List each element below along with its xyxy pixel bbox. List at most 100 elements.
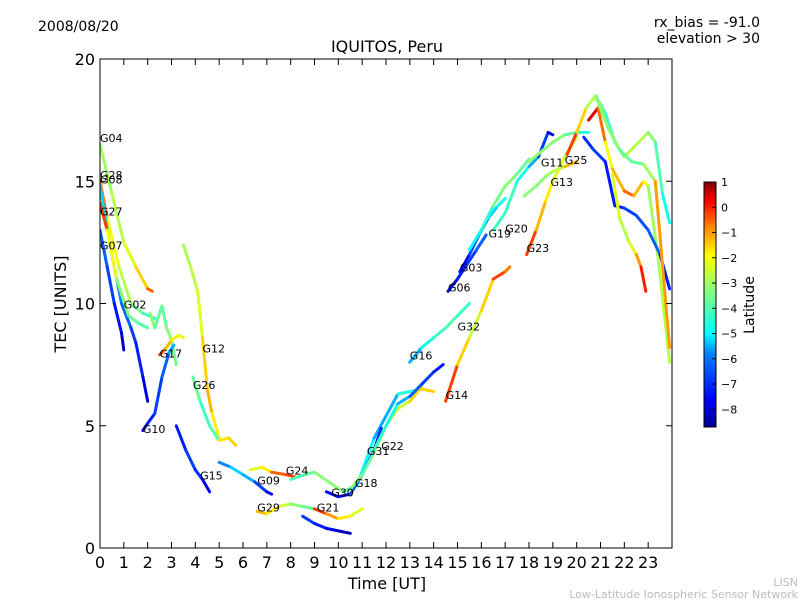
series-segment <box>105 228 119 281</box>
series-segment <box>587 106 600 122</box>
series-segment <box>456 336 471 367</box>
series-segment <box>208 424 221 442</box>
series-segment <box>534 199 548 232</box>
series-g27 <box>100 201 150 330</box>
series-segment <box>336 492 352 499</box>
series-segment <box>396 394 412 406</box>
series-segment <box>491 211 507 232</box>
series-g06 <box>446 233 488 293</box>
y-axis-ticks: 0 5 10 15 20 <box>75 50 672 558</box>
series-segment <box>146 287 154 293</box>
series-segment <box>584 94 598 110</box>
satellite-label-g20: G20 <box>505 223 528 236</box>
satellite-label-g16: G16 <box>410 350 433 363</box>
series-segment <box>100 143 114 195</box>
date-label: 2008/08/20 <box>38 19 119 35</box>
series-segment <box>396 399 412 411</box>
series-segment <box>260 465 274 474</box>
series-segment <box>153 375 164 415</box>
series-segment <box>384 402 400 428</box>
rx-bias-label: rx_bias = -91.0 <box>654 15 760 31</box>
series-segment <box>100 228 109 269</box>
series-g10 <box>141 343 176 433</box>
series-segment <box>255 509 269 516</box>
series-segment <box>618 216 631 244</box>
series-g14 <box>444 265 512 403</box>
series-segment <box>336 514 352 521</box>
series-segment <box>491 270 507 281</box>
series-segment <box>348 507 364 518</box>
series-g04 <box>100 143 154 293</box>
colorbar-ticks: 1 0 −1 −2 −3 −4 −5 −6 −7 −8 <box>712 176 737 416</box>
series-segment <box>661 192 672 225</box>
series-segment <box>534 174 548 188</box>
series-segment <box>479 277 495 313</box>
series-g12 <box>181 243 221 440</box>
series-segment <box>372 424 388 452</box>
series-g30 <box>301 514 352 535</box>
satellite-label-g22: G22 <box>381 440 404 453</box>
x-tick-label: 1 <box>119 553 129 572</box>
series-segment <box>120 331 126 352</box>
series-segment <box>539 140 555 154</box>
series-g29 <box>255 502 316 516</box>
series-segment <box>503 172 519 188</box>
series-segment <box>563 130 579 137</box>
chart-title: IQUITOS, Peru <box>331 37 443 56</box>
series-segment <box>136 321 150 330</box>
satellite-label-g23: G23 <box>527 242 550 255</box>
series-segment <box>112 302 123 335</box>
series-segment <box>575 106 588 134</box>
series-segment <box>634 214 650 232</box>
series-segment <box>653 179 672 349</box>
series-segment <box>503 179 519 215</box>
series-segment <box>105 265 116 305</box>
series-segment <box>551 133 567 144</box>
series-g16 <box>372 363 445 452</box>
satellite-label-g31: G31 <box>367 445 390 458</box>
series-g17 <box>158 333 185 357</box>
series-segment <box>551 165 567 173</box>
series-g26 <box>191 375 238 447</box>
series-segment <box>313 507 328 516</box>
x-tick-label: 20 <box>566 553 586 572</box>
colorbar-tick-label: −1 <box>721 227 737 240</box>
series-segment <box>217 436 231 442</box>
series-g32 <box>408 302 471 364</box>
series-segment <box>324 512 340 521</box>
series-segment <box>348 473 364 491</box>
colorbar-tick-label: −7 <box>721 378 737 391</box>
series-segment <box>105 216 121 269</box>
series-segment <box>565 130 579 156</box>
series-segment <box>610 172 622 220</box>
x-tick-label: 14 <box>423 553 443 572</box>
satellite-label-g08: G08 <box>100 174 123 187</box>
series-g21 <box>313 507 364 521</box>
series-segment <box>639 265 648 293</box>
x-tick-label: 13 <box>400 553 420 572</box>
series-segment <box>181 243 193 269</box>
series-segment <box>117 265 133 305</box>
series-segment <box>134 341 145 379</box>
series-segment <box>253 480 269 494</box>
series-g11 <box>522 160 579 198</box>
satellite-label-g26: G26 <box>193 379 216 392</box>
satellite-label-g02: G02 <box>124 298 147 311</box>
series-segment <box>265 490 274 496</box>
series-segment <box>122 240 138 269</box>
colorbar-tick-label: 1 <box>721 176 728 189</box>
series-segment <box>432 363 445 374</box>
series-segment <box>277 502 293 508</box>
series-segment <box>456 262 469 281</box>
series-segment <box>456 302 471 318</box>
series-segment <box>408 346 424 364</box>
series-segment <box>656 253 672 364</box>
series-segment <box>327 480 345 494</box>
series-segment <box>265 504 281 516</box>
series-g09 <box>217 460 274 496</box>
x-tick-label: 15 <box>447 553 467 572</box>
series-segment <box>444 314 459 330</box>
series-segment <box>167 343 176 354</box>
series-segment <box>372 392 400 440</box>
y-tick-label: 15 <box>75 172 95 191</box>
